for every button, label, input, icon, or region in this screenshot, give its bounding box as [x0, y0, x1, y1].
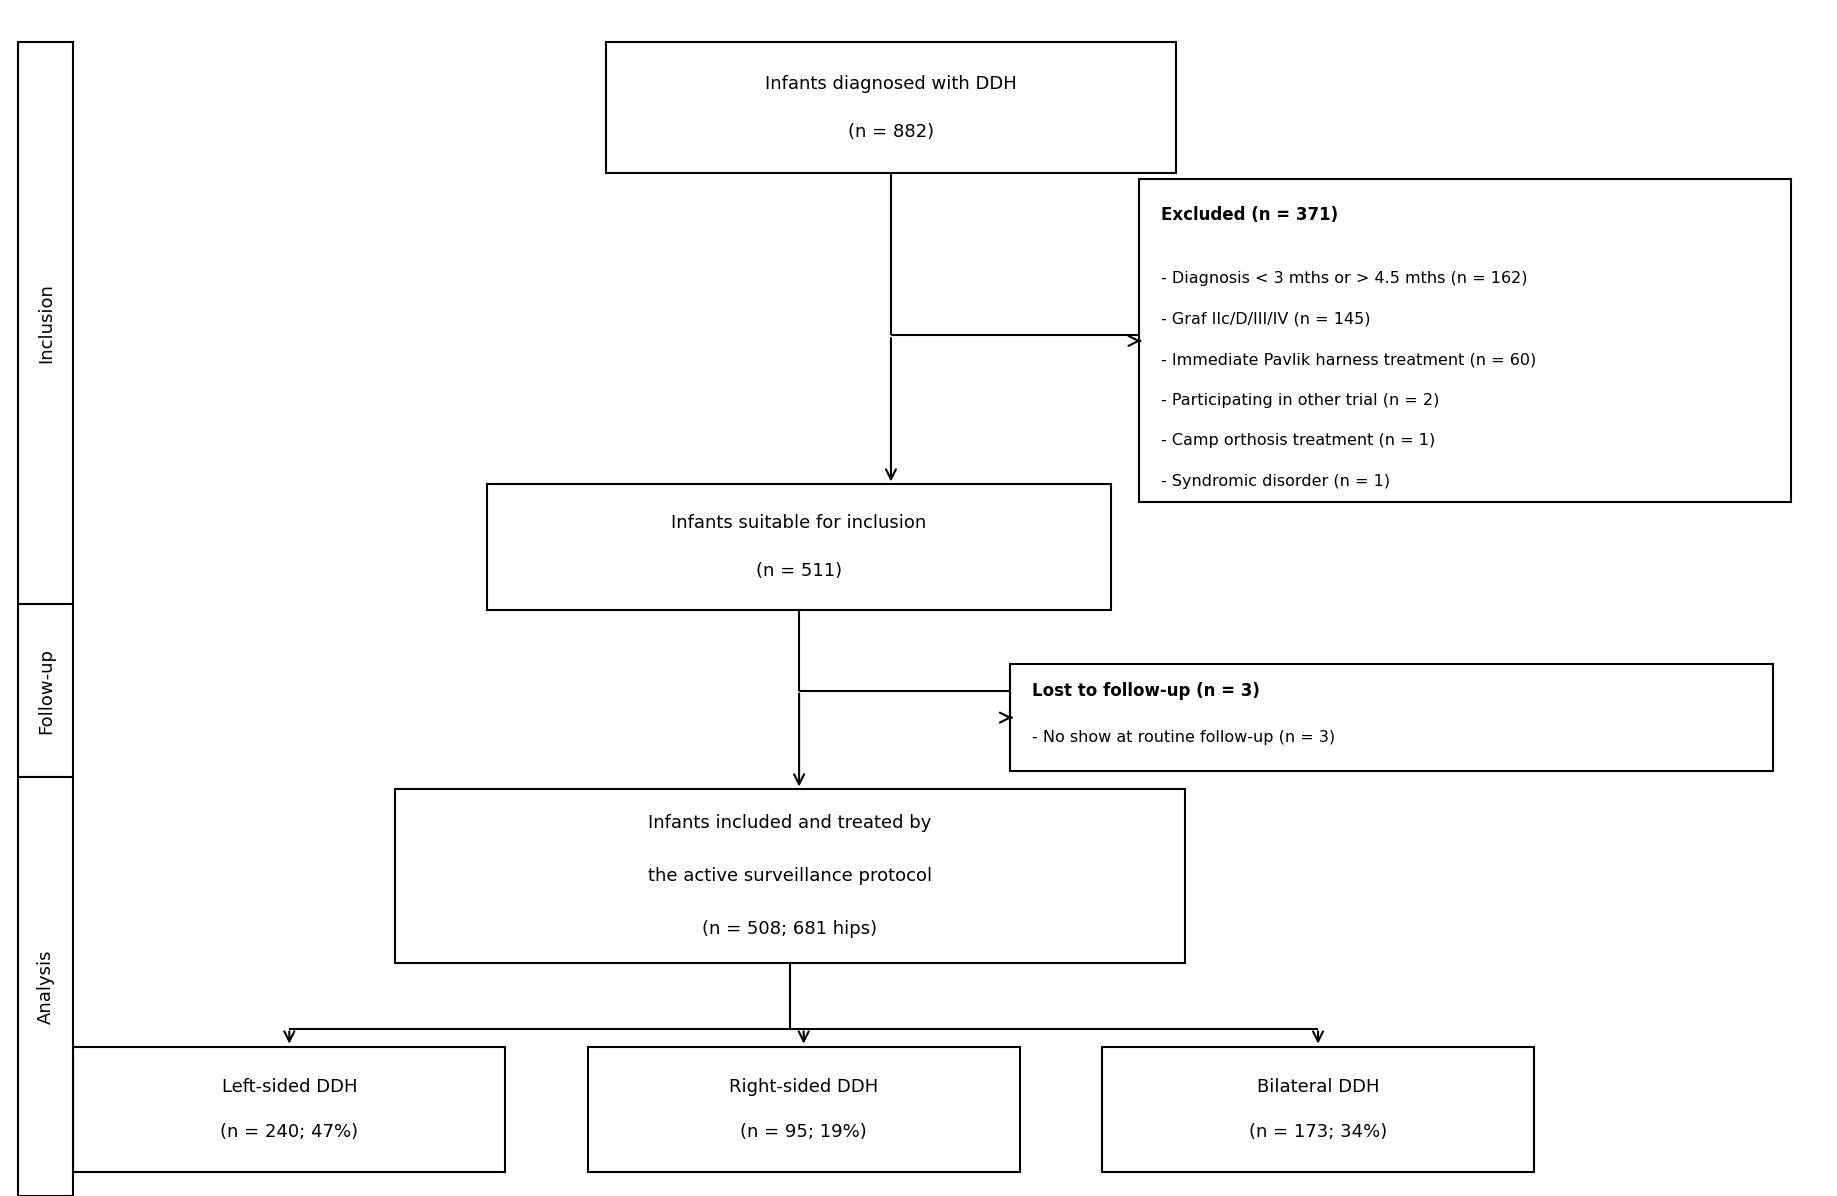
- Text: - No show at routine follow-up (n = 3): - No show at routine follow-up (n = 3): [1032, 730, 1335, 745]
- FancyBboxPatch shape: [1139, 179, 1791, 502]
- Text: Lost to follow-up (n = 3): Lost to follow-up (n = 3): [1032, 682, 1260, 700]
- Text: - Syndromic disorder (n = 1): - Syndromic disorder (n = 1): [1161, 474, 1391, 489]
- Text: - Diagnosis < 3 mths or > 4.5 mths (n = 162): - Diagnosis < 3 mths or > 4.5 mths (n = …: [1161, 270, 1528, 286]
- Text: (n = 882): (n = 882): [849, 122, 933, 141]
- Text: (n = 511): (n = 511): [757, 562, 841, 580]
- FancyBboxPatch shape: [606, 42, 1176, 173]
- Text: Bilateral DDH: Bilateral DDH: [1257, 1078, 1380, 1096]
- Text: - Immediate Pavlik harness treatment (n = 60): - Immediate Pavlik harness treatment (n …: [1161, 352, 1536, 367]
- Text: Excluded (n = 371): Excluded (n = 371): [1161, 206, 1337, 224]
- Text: Left-sided DDH: Left-sided DDH: [222, 1078, 356, 1096]
- Text: the active surveillance protocol: the active surveillance protocol: [648, 867, 931, 885]
- FancyBboxPatch shape: [18, 777, 73, 1196]
- FancyBboxPatch shape: [588, 1046, 1020, 1172]
- Text: Infants included and treated by: Infants included and treated by: [648, 814, 931, 832]
- Text: Infants diagnosed with DDH: Infants diagnosed with DDH: [764, 74, 1018, 93]
- Text: - Graf IIc/D/III/IV (n = 145): - Graf IIc/D/III/IV (n = 145): [1161, 311, 1370, 327]
- Text: Right-sided DDH: Right-sided DDH: [729, 1078, 878, 1096]
- Text: - Camp orthosis treatment (n = 1): - Camp orthosis treatment (n = 1): [1161, 433, 1435, 448]
- FancyBboxPatch shape: [73, 1046, 505, 1172]
- Text: (n = 508; 681 hips): (n = 508; 681 hips): [702, 920, 878, 938]
- FancyBboxPatch shape: [395, 789, 1185, 963]
- Text: Infants suitable for inclusion: Infants suitable for inclusion: [672, 514, 926, 532]
- Text: (n = 240; 47%): (n = 240; 47%): [220, 1123, 358, 1141]
- FancyBboxPatch shape: [18, 604, 73, 777]
- FancyBboxPatch shape: [1102, 1046, 1534, 1172]
- Text: (n = 95; 19%): (n = 95; 19%): [740, 1123, 867, 1141]
- Text: Analysis: Analysis: [37, 950, 55, 1024]
- Text: Follow-up: Follow-up: [37, 648, 55, 733]
- FancyBboxPatch shape: [487, 484, 1111, 610]
- Text: Inclusion: Inclusion: [37, 283, 55, 362]
- Text: - Participating in other trial (n = 2): - Participating in other trial (n = 2): [1161, 392, 1440, 408]
- FancyBboxPatch shape: [18, 42, 73, 604]
- Text: (n = 173; 34%): (n = 173; 34%): [1249, 1123, 1387, 1141]
- FancyBboxPatch shape: [1010, 664, 1773, 771]
